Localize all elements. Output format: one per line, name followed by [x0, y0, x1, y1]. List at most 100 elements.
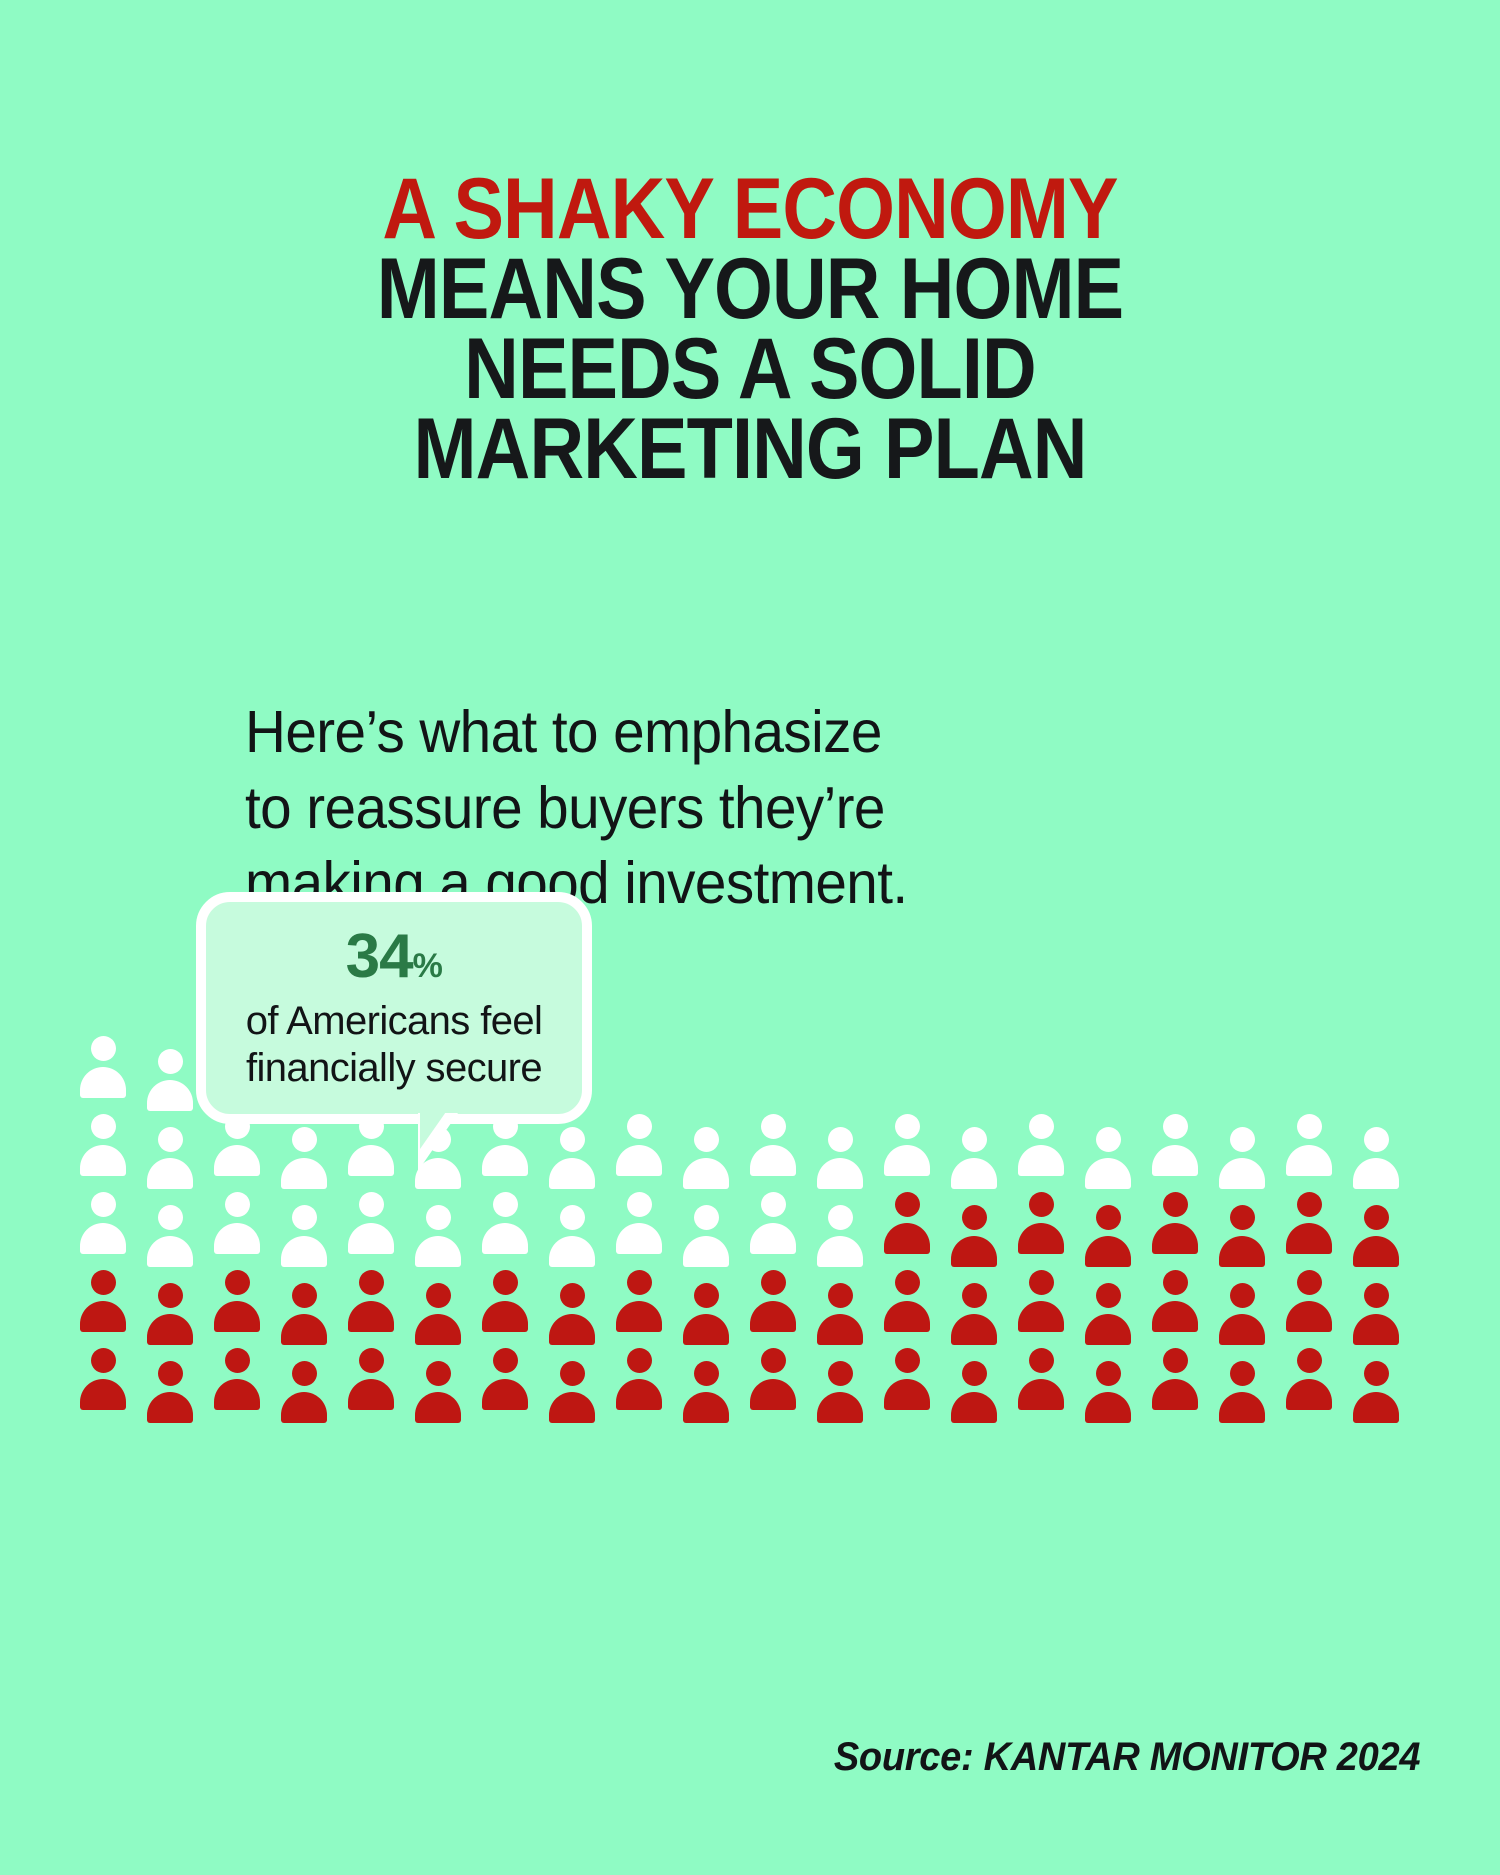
person-body: [1085, 1314, 1131, 1345]
person-head: [559, 1361, 585, 1386]
person-body: [951, 1236, 997, 1267]
person-head: [1363, 1283, 1389, 1308]
person-body: [147, 1080, 193, 1111]
person-head: [693, 1283, 719, 1308]
person-icon-insecure: [1018, 1348, 1064, 1410]
person-body: [1152, 1223, 1198, 1254]
person-icon-insecure: [951, 1283, 997, 1345]
person-head: [760, 1270, 786, 1295]
person-head: [827, 1205, 853, 1230]
person-head: [559, 1205, 585, 1230]
person-head: [1296, 1348, 1322, 1373]
person-head: [693, 1205, 719, 1230]
person-icon-secure: [884, 1114, 930, 1176]
stat-callout-bubble: 34% of Americans feel financially secure: [196, 892, 592, 1125]
person-icon-insecure: [214, 1270, 260, 1332]
person-head: [827, 1361, 853, 1386]
person-body: [415, 1392, 461, 1423]
person-body: [147, 1314, 193, 1345]
person-icon-insecure: [1018, 1270, 1064, 1332]
person-icon-insecure: [884, 1192, 930, 1254]
person-head: [425, 1205, 451, 1230]
person-head: [1296, 1192, 1322, 1217]
person-icon-insecure: [750, 1270, 796, 1332]
person-head: [626, 1192, 652, 1217]
person-head: [1028, 1348, 1054, 1373]
headline-block: A SHAKY ECONOMY MEANS YOUR HOME NEEDS A …: [0, 166, 1500, 497]
person-icon-secure: [80, 1036, 126, 1098]
pictogram-row: [80, 1191, 1420, 1267]
person-head: [961, 1361, 987, 1386]
person-body: [1085, 1158, 1131, 1189]
person-icon-insecure: [1353, 1361, 1399, 1423]
person-icon-insecure: [683, 1361, 729, 1423]
pictogram-row: [80, 1113, 1420, 1189]
person-head: [894, 1114, 920, 1139]
person-head: [760, 1192, 786, 1217]
stat-caption-line-2: financially secure: [245, 1046, 543, 1091]
person-body: [1085, 1392, 1131, 1423]
person-body: [750, 1223, 796, 1254]
person-icon-secure: [147, 1205, 193, 1267]
person-head: [1229, 1205, 1255, 1230]
person-icon-secure: [1085, 1127, 1131, 1189]
subhead-block: Here’s what to emphasize to reassure buy…: [245, 695, 994, 922]
person-body: [1219, 1314, 1265, 1345]
person-icon-insecure: [817, 1283, 863, 1345]
person-icon-secure: [616, 1114, 662, 1176]
person-icon-secure: [549, 1205, 595, 1267]
person-body: [1219, 1236, 1265, 1267]
person-head: [1162, 1114, 1188, 1139]
person-body: [348, 1301, 394, 1332]
person-head: [358, 1192, 384, 1217]
person-head: [492, 1348, 518, 1373]
person-body: [281, 1158, 327, 1189]
person-icon-secure: [147, 1049, 193, 1111]
person-head: [157, 1127, 183, 1152]
person-head: [1162, 1192, 1188, 1217]
person-icon-secure: [214, 1192, 260, 1254]
person-icon-insecure: [683, 1283, 729, 1345]
person-icon-secure: [1353, 1127, 1399, 1189]
person-body: [80, 1223, 126, 1254]
headline-line-4: MARKETING PLAN: [413, 400, 1088, 497]
person-head: [425, 1361, 451, 1386]
person-body: [1018, 1379, 1064, 1410]
person-head: [1363, 1361, 1389, 1386]
person-icon-secure: [1018, 1114, 1064, 1176]
person-head: [291, 1283, 317, 1308]
person-icon-secure: [482, 1192, 528, 1254]
person-body: [214, 1301, 260, 1332]
person-body: [80, 1067, 126, 1098]
person-icon-insecure: [80, 1270, 126, 1332]
person-head: [559, 1283, 585, 1308]
person-body: [616, 1379, 662, 1410]
person-icon-secure: [147, 1127, 193, 1189]
person-icon-insecure: [80, 1348, 126, 1410]
person-head: [157, 1205, 183, 1230]
person-icon-insecure: [750, 1348, 796, 1410]
person-head: [1095, 1361, 1121, 1386]
person-icon-insecure: [1152, 1192, 1198, 1254]
person-body: [214, 1223, 260, 1254]
person-body: [1286, 1145, 1332, 1176]
person-body: [281, 1236, 327, 1267]
person-head: [157, 1049, 183, 1074]
person-body: [80, 1301, 126, 1332]
person-icon-secure: [951, 1127, 997, 1189]
person-head: [559, 1127, 585, 1152]
person-head: [760, 1348, 786, 1373]
person-body: [1018, 1223, 1064, 1254]
person-body: [750, 1301, 796, 1332]
person-body: [616, 1301, 662, 1332]
person-icon-secure: [683, 1127, 729, 1189]
person-head: [1229, 1127, 1255, 1152]
person-head: [90, 1114, 116, 1139]
person-head: [291, 1361, 317, 1386]
person-icon-secure: [415, 1205, 461, 1267]
person-body: [482, 1223, 528, 1254]
person-head: [90, 1192, 116, 1217]
person-head: [1162, 1270, 1188, 1295]
person-icon-secure: [616, 1192, 662, 1254]
